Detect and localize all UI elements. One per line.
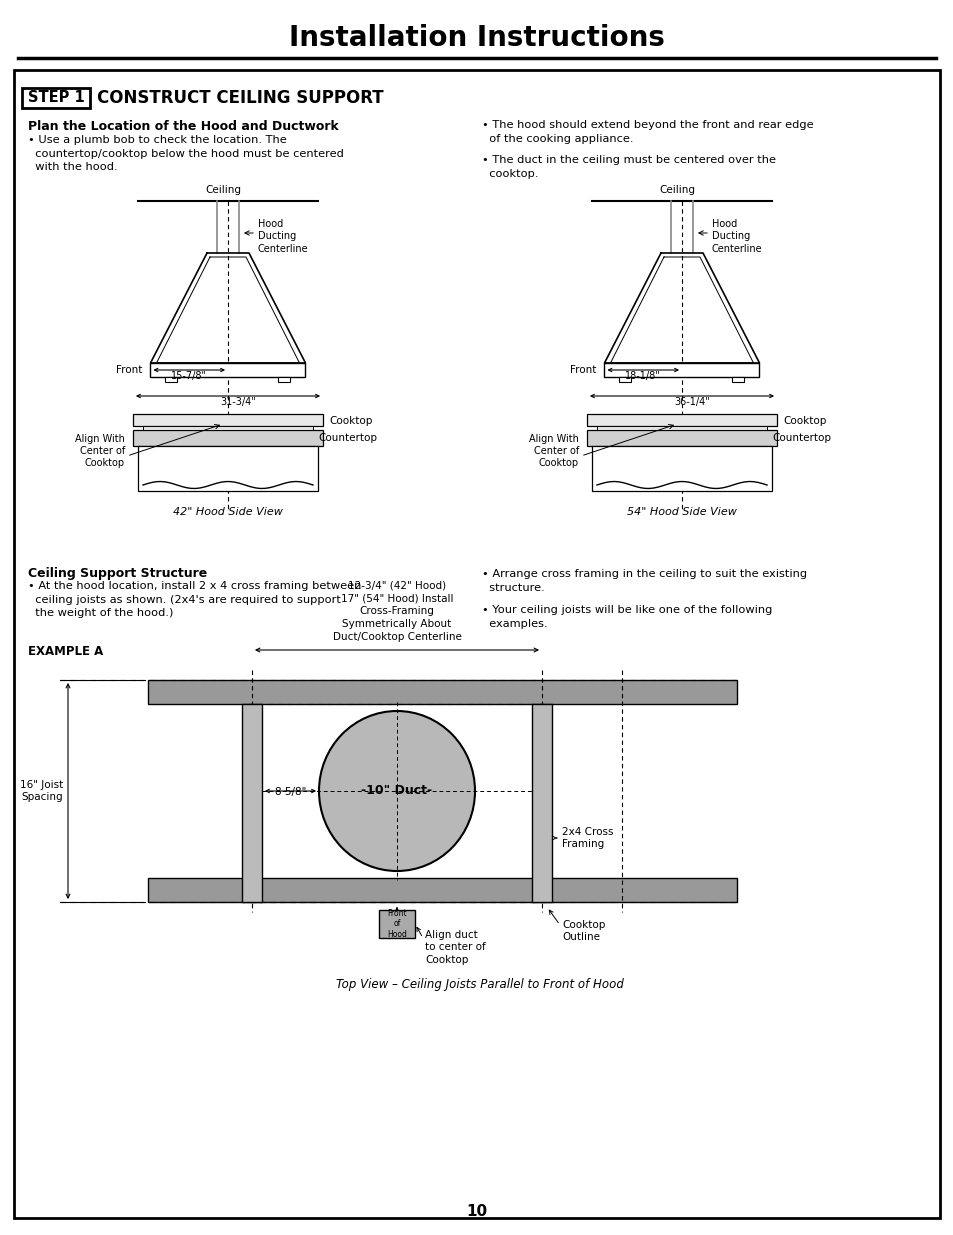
Text: Align duct
to center of
Cooktop: Align duct to center of Cooktop bbox=[424, 930, 485, 965]
Text: 31-3/4": 31-3/4" bbox=[220, 396, 255, 408]
Bar bbox=[592, 446, 771, 492]
Ellipse shape bbox=[318, 711, 475, 871]
Text: Align With
Center of
Cooktop: Align With Center of Cooktop bbox=[75, 433, 125, 468]
Text: 54" Hood Side View: 54" Hood Side View bbox=[626, 508, 736, 517]
Bar bbox=[242, 704, 262, 902]
Text: • At the hood location, install 2 x 4 cross framing between
  ceiling joists as : • At the hood location, install 2 x 4 cr… bbox=[28, 580, 361, 619]
Bar bbox=[586, 414, 776, 426]
Text: Installation Instructions: Installation Instructions bbox=[289, 23, 664, 52]
Text: Align With
Center of
Cooktop: Align With Center of Cooktop bbox=[529, 433, 578, 468]
Text: • Arrange cross framing in the ceiling to suit the existing
  structure.: • Arrange cross framing in the ceiling t… bbox=[481, 569, 806, 593]
Bar bbox=[151, 363, 305, 377]
Bar bbox=[132, 430, 323, 446]
Text: Cooktop: Cooktop bbox=[329, 416, 372, 426]
Text: 16" Joist
Spacing: 16" Joist Spacing bbox=[20, 779, 63, 803]
Text: • Use a plumb bob to check the location. The
  countertop/cooktop below the hood: • Use a plumb bob to check the location.… bbox=[28, 135, 343, 172]
Text: Countertop: Countertop bbox=[771, 433, 830, 443]
Text: 12-3/4" (42" Hood)
17" (54" Hood) Install
Cross-Framing
Symmetrically About
Duct: 12-3/4" (42" Hood) 17" (54" Hood) Instal… bbox=[333, 580, 461, 642]
Bar bbox=[597, 426, 766, 430]
Text: STEP 1: STEP 1 bbox=[28, 90, 84, 105]
Bar bbox=[378, 910, 415, 939]
Bar bbox=[132, 414, 323, 426]
Text: Front
of
Hood: Front of Hood bbox=[387, 909, 407, 939]
Text: Cooktop: Cooktop bbox=[782, 416, 825, 426]
Text: Countertop: Countertop bbox=[317, 433, 376, 443]
Text: EXAMPLE A: EXAMPLE A bbox=[28, 645, 103, 658]
Text: Cooktop
Outline: Cooktop Outline bbox=[561, 920, 605, 942]
Bar bbox=[732, 377, 743, 382]
Text: Front: Front bbox=[570, 366, 596, 375]
Text: 18-1/8": 18-1/8" bbox=[625, 370, 660, 382]
Text: 36-1/4": 36-1/4" bbox=[674, 396, 709, 408]
Text: Hood
Ducting
Centerline: Hood Ducting Centerline bbox=[711, 219, 761, 254]
Bar bbox=[586, 430, 776, 446]
Text: • The duct in the ceiling must be centered over the
  cooktop.: • The duct in the ceiling must be center… bbox=[481, 156, 775, 179]
Bar bbox=[604, 363, 759, 377]
Bar bbox=[278, 377, 291, 382]
Bar bbox=[22, 88, 90, 107]
Bar bbox=[138, 446, 317, 492]
Text: • The hood should extend beyond the front and rear edge
  of the cooking applian: • The hood should extend beyond the fron… bbox=[481, 120, 813, 143]
Text: -10" Duct-: -10" Duct- bbox=[361, 784, 432, 798]
Bar bbox=[165, 377, 177, 382]
Text: 8 5/8": 8 5/8" bbox=[274, 787, 306, 797]
Bar bbox=[532, 704, 552, 902]
Text: Ceiling Support Structure: Ceiling Support Structure bbox=[28, 567, 207, 580]
Text: CONSTRUCT CEILING SUPPORT: CONSTRUCT CEILING SUPPORT bbox=[97, 89, 383, 107]
Bar bbox=[148, 878, 737, 902]
Bar bbox=[148, 680, 737, 704]
Bar bbox=[143, 426, 313, 430]
Text: 10: 10 bbox=[466, 1204, 487, 1219]
Text: 42" Hood Side View: 42" Hood Side View bbox=[172, 508, 283, 517]
Text: Plan the Location of the Hood and Ductwork: Plan the Location of the Hood and Ductwo… bbox=[28, 120, 338, 133]
Text: Hood
Ducting
Centerline: Hood Ducting Centerline bbox=[257, 219, 309, 254]
Text: Top View – Ceiling Joists Parallel to Front of Hood: Top View – Ceiling Joists Parallel to Fr… bbox=[335, 978, 623, 990]
Text: 2x4 Cross
Framing: 2x4 Cross Framing bbox=[561, 826, 613, 850]
Text: 15-7/8": 15-7/8" bbox=[172, 370, 207, 382]
Text: Ceiling: Ceiling bbox=[205, 185, 241, 195]
Text: Ceiling: Ceiling bbox=[659, 185, 695, 195]
Text: Front: Front bbox=[116, 366, 142, 375]
Bar bbox=[618, 377, 631, 382]
Text: • Your ceiling joists will be like one of the following
  examples.: • Your ceiling joists will be like one o… bbox=[481, 605, 772, 629]
